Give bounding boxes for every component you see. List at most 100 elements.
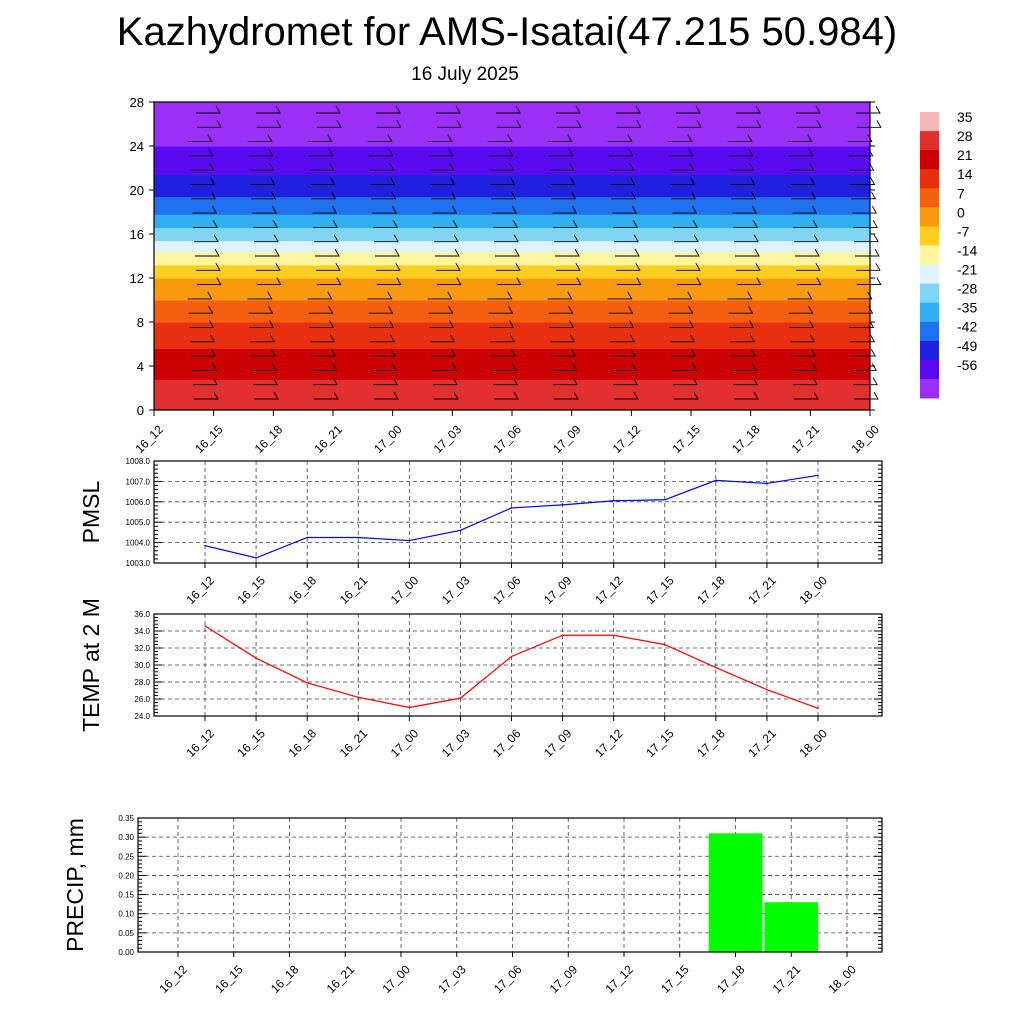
wind-barb — [370, 334, 396, 343]
data-point — [663, 643, 666, 646]
heatmap-band — [154, 275, 870, 279]
wind-barb — [373, 377, 398, 386]
x-tick-label: 16_21 — [311, 422, 345, 456]
wind-barb — [547, 134, 573, 143]
wind-barb — [614, 391, 639, 400]
temperature-cross-section-panel: 0 4 8 12 16 20 24 28 16_12 16_15 16_18 16_21 17_00 17… — [130, 95, 883, 456]
wind-barb — [313, 377, 338, 386]
wind-barb — [792, 363, 817, 371]
wind-barb — [436, 277, 462, 286]
wind-barb — [610, 177, 636, 185]
x-tick-label: 17_03 — [435, 962, 469, 996]
heatmap-band — [154, 291, 870, 294]
heatmap-band — [154, 390, 870, 393]
colorbar-label: 21 — [957, 147, 973, 163]
wind-barb — [674, 234, 699, 243]
wind-barb — [728, 305, 754, 314]
wind-barb — [788, 305, 814, 314]
heatmap-band — [154, 218, 870, 222]
wind-barb — [855, 263, 881, 271]
heatmap-band — [154, 174, 870, 178]
wind-barb — [496, 105, 521, 114]
heatmap-band — [154, 203, 870, 206]
x-tick-label: 17_09 — [547, 962, 581, 996]
wind-barb — [616, 120, 642, 128]
wind-barb — [672, 205, 698, 214]
chart-subtitle: 16 July 2025 — [411, 64, 519, 85]
colorbar-segment — [920, 340, 939, 361]
heatmap-band — [154, 273, 870, 277]
wind-barb — [851, 348, 877, 357]
wind-barb — [550, 334, 576, 343]
x-tick-label: 17_09 — [541, 726, 575, 760]
x-tick-label: 17_15 — [658, 962, 692, 996]
wind-barb — [552, 205, 578, 214]
colorbar: 35 28 21 14 7 0 -7 -14 -21 -28 -35 -42 -49 -56 — [920, 109, 977, 399]
y-tick-label: 1006.0 — [126, 498, 151, 507]
heatmap-band — [154, 229, 870, 233]
heatmap-band — [154, 284, 870, 288]
heatmap-band — [154, 176, 870, 180]
heatmap-band — [154, 141, 870, 145]
wind-barb — [248, 305, 274, 314]
data-point — [561, 504, 564, 506]
wind-barb — [727, 134, 753, 143]
wind-barbs — [187, 105, 882, 400]
x-tick-label: 17_21 — [745, 573, 779, 607]
wind-barb — [856, 277, 882, 286]
heatmap-band — [154, 172, 870, 176]
colorbar-segment — [920, 188, 939, 208]
heatmap-band — [154, 220, 870, 224]
heatmap-band — [154, 315, 870, 319]
heatmap-band — [154, 135, 870, 138]
heatmap-band — [154, 113, 870, 116]
wind-barb — [252, 363, 277, 371]
wind-barb — [729, 162, 755, 171]
wind-barb — [312, 363, 337, 371]
x-tick-label: 16_12 — [183, 726, 217, 760]
heatmap-band — [154, 130, 870, 134]
wind-barb — [491, 191, 517, 200]
wind-barb — [733, 220, 758, 228]
wind-barb — [187, 291, 213, 300]
colorbar-label: -14 — [957, 242, 977, 258]
wind-barb — [854, 234, 879, 243]
y-tick-label: 0.35 — [118, 814, 134, 823]
wind-barb — [431, 348, 457, 357]
heatmap-band — [154, 163, 870, 167]
colorbar-segment — [920, 169, 939, 189]
data-point — [510, 507, 513, 509]
y-tick-label: 12 — [130, 271, 144, 286]
heatmap-band — [154, 117, 870, 121]
heatmap-band — [154, 242, 870, 246]
x-tick-label: 17_06 — [490, 422, 524, 456]
wind-barb — [315, 248, 340, 257]
x-tick-label: 17_00 — [388, 726, 422, 760]
wind-barb — [194, 234, 219, 243]
heatmap-band — [154, 262, 870, 266]
wind-barb — [428, 305, 454, 314]
wind-barb — [193, 377, 218, 386]
heatmap-band — [154, 137, 870, 140]
wind-barb — [556, 105, 581, 114]
wind-barb — [256, 277, 282, 286]
wind-barb — [667, 291, 693, 300]
wind-barb — [256, 105, 281, 114]
wind-barb — [187, 134, 213, 143]
wind-barb — [492, 205, 518, 214]
wind-barb — [196, 120, 222, 128]
wind-barb — [371, 348, 397, 357]
wind-barb — [735, 263, 761, 271]
heatmap-band — [154, 236, 870, 239]
wind-barb — [251, 191, 277, 200]
heatmap-band — [154, 214, 870, 217]
heatmap-band — [154, 407, 870, 411]
wind-barb — [312, 205, 338, 214]
x-tick-label: 17_03 — [439, 573, 473, 607]
colorbar-label: -42 — [957, 319, 977, 335]
y-tick-label: 26.0 — [134, 695, 150, 704]
y-tick-label: 0.05 — [118, 929, 134, 938]
wind-barb — [790, 334, 816, 343]
colorbar-segment — [920, 207, 939, 227]
heatmap-band — [154, 267, 870, 270]
